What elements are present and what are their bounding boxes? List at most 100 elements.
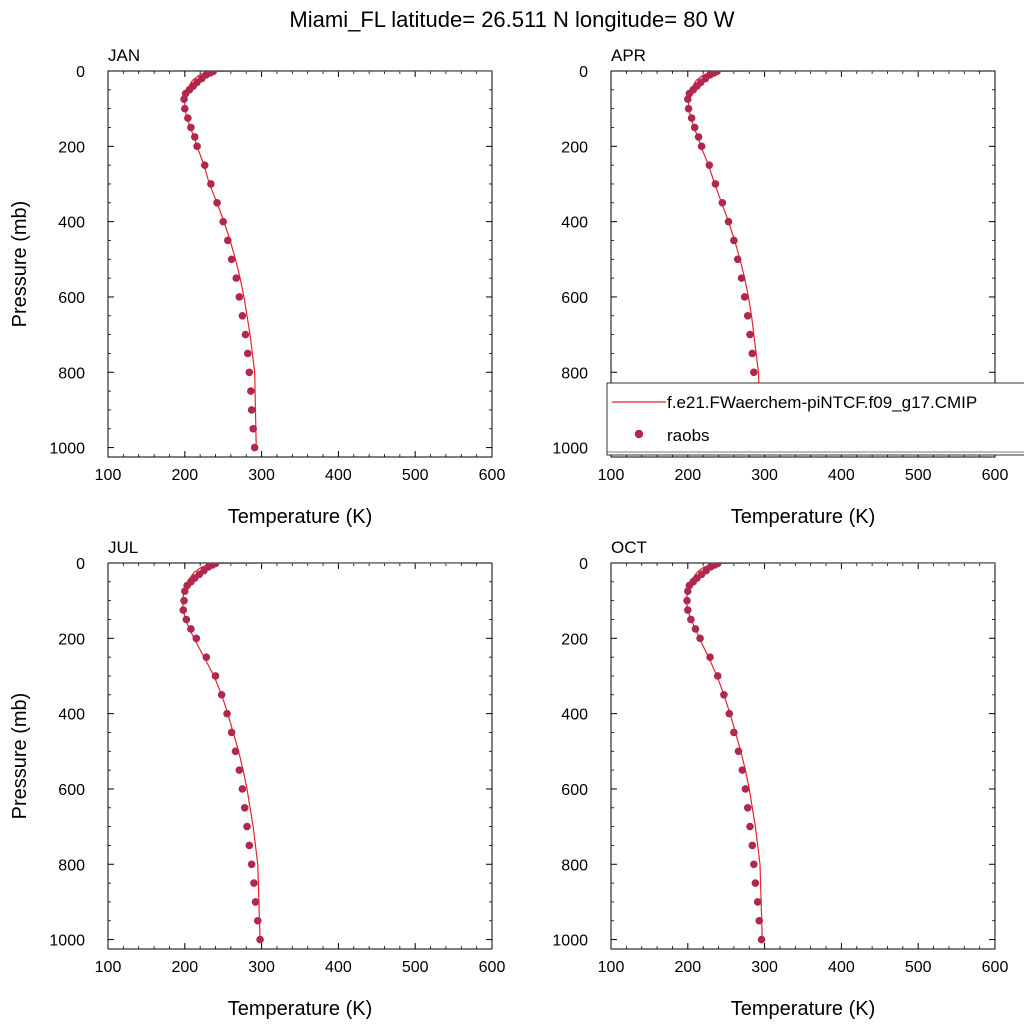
panel-apr-raobs-point bbox=[718, 199, 727, 207]
panel-oct-raobs-point bbox=[746, 822, 754, 831]
panel-oct-x-tick-label: 600 bbox=[982, 959, 1009, 976]
panel-jul-raobs-point bbox=[223, 709, 231, 718]
panel-apr-x-tick-label: 400 bbox=[828, 467, 855, 484]
panel-jan-raobs-point bbox=[224, 236, 232, 245]
panel-apr-raobs-point bbox=[684, 95, 692, 104]
legend-box bbox=[606, 382, 1024, 456]
panel-jul-title: JUL bbox=[108, 538, 138, 557]
panel-jan-xlabel: Temperature (K) bbox=[228, 506, 373, 528]
panel-oct-raobs-point bbox=[687, 615, 695, 624]
panel-jan-raobs-point bbox=[247, 406, 256, 414]
panel-oct-raobs-point bbox=[696, 634, 704, 643]
panel-jul-raobs-point bbox=[243, 822, 251, 831]
panel-apr-x-tick-label: 300 bbox=[751, 467, 778, 484]
panel-oct-raobs-point bbox=[684, 587, 692, 596]
panel-jan-raobs-point bbox=[180, 95, 188, 104]
panel-jan-y-tick-label: 800 bbox=[58, 365, 85, 382]
panel-jul-raobs-point bbox=[179, 606, 188, 614]
panel-apr-x-tick-label: 500 bbox=[905, 467, 932, 484]
panel-jan-raobs-point bbox=[187, 123, 195, 132]
panel-oct-plot-area bbox=[683, 563, 995, 944]
panel-jul-x-tick-label: 300 bbox=[248, 959, 275, 976]
panel-jan-raobs-point bbox=[193, 142, 201, 151]
panel-jul-raobs-point bbox=[247, 860, 256, 869]
panel-oct-title: OCT bbox=[611, 538, 647, 557]
panel-apr-raobs-point bbox=[748, 349, 757, 358]
legend-obs-label: raobs bbox=[667, 426, 710, 445]
panel-oct-x-tick-label: 500 bbox=[905, 959, 932, 976]
panel-oct-x-tick-label: 200 bbox=[674, 959, 701, 976]
panel-jul-raobs-point bbox=[187, 625, 195, 633]
panel-jul-ylabel: Pressure (mb) bbox=[9, 693, 31, 820]
panel-apr-raobs-point bbox=[730, 236, 738, 245]
panel-jul-raobs-point bbox=[192, 634, 201, 643]
panel-jan-raobs-point bbox=[190, 133, 199, 141]
panel-oct-y-tick-label: 600 bbox=[561, 782, 588, 799]
panel-apr-x-tick-label: 100 bbox=[598, 467, 625, 484]
panel-oct-raobs-point bbox=[691, 625, 700, 633]
panel-jul-y-tick-label: 200 bbox=[58, 631, 85, 648]
panel-apr-y-tick-label: 600 bbox=[561, 290, 588, 307]
panel-jan-raobs-point bbox=[250, 443, 259, 452]
panel-jan-y-tick-label: 1000 bbox=[49, 441, 85, 458]
panel-jul-y-tick-label: 400 bbox=[58, 707, 85, 724]
panel-apr-title: APR bbox=[611, 46, 646, 65]
panel-jul: JUL 100 200 300 400 500 600 0 200 400 600 800 1000 Te… bbox=[9, 538, 505, 1020]
panel-jan-x-tick-label: 200 bbox=[171, 467, 198, 484]
panel-jan-raobs-point bbox=[243, 349, 252, 358]
panel-apr-raobs-point bbox=[746, 330, 754, 339]
panel-apr-xlabel: Temperature (K) bbox=[731, 506, 876, 528]
panel-oct-xlabel: Temperature (K) bbox=[731, 998, 876, 1020]
panel-apr-x-tick-label: 600 bbox=[982, 467, 1009, 484]
panel-oct-raobs-point bbox=[748, 841, 757, 850]
panel-jan-x-tick-label: 300 bbox=[248, 467, 275, 484]
panel-jul-model-line bbox=[181, 563, 462, 940]
panel-oct-x-tick-label: 300 bbox=[751, 959, 778, 976]
panel-oct-frame bbox=[610, 562, 996, 950]
panel-oct-raobs-point bbox=[683, 596, 691, 605]
panel-apr: APR 100 200 300 400 500 600 0 200 400 600 800 1000 Te… bbox=[552, 46, 1008, 528]
panel-apr-raobs-point bbox=[697, 142, 706, 151]
panel-jan-frame bbox=[107, 70, 493, 458]
panel-oct-raobs-point bbox=[730, 728, 738, 737]
panel-jul-raobs-point bbox=[245, 841, 254, 850]
panel-jul-plot-area bbox=[179, 563, 462, 944]
panel-jan-y-tick-label: 400 bbox=[58, 215, 85, 232]
panel-jan-raobs-point bbox=[184, 114, 192, 122]
panel-apr-raobs-point bbox=[750, 368, 758, 377]
panel-jul-y-tick-label: 800 bbox=[58, 857, 85, 874]
panel-jan-plot-area bbox=[180, 71, 492, 452]
panel-jan-x-tick-label: 100 bbox=[95, 467, 122, 484]
panel-jul-raobs-point bbox=[211, 672, 220, 680]
panel-oct-raobs-point bbox=[738, 766, 747, 774]
panel-oct-raobs-point bbox=[684, 606, 692, 614]
panel-apr-y-tick-label: 400 bbox=[561, 215, 588, 232]
panel-jan-raobs-point bbox=[232, 274, 241, 282]
panel-jul-x-tick-label: 500 bbox=[402, 959, 429, 976]
panel-apr-raobs-point bbox=[737, 274, 746, 282]
panel-jan-ylabel: Pressure (mb) bbox=[9, 201, 31, 328]
panel-jul-y-tick-label: 600 bbox=[58, 782, 85, 799]
panel-apr-y-tick-label: 1000 bbox=[552, 441, 588, 458]
panel-oct-y-tick-label: 0 bbox=[579, 556, 588, 573]
panel-jan-raobs-point bbox=[238, 311, 247, 320]
panel-jan-raobs-point bbox=[219, 217, 227, 226]
panel-jan-y-tick-label: 200 bbox=[58, 139, 85, 156]
panel-jul-raobs-point bbox=[240, 803, 249, 812]
panel-oct-raobs-point bbox=[725, 709, 734, 718]
panel-apr-raobs-point bbox=[733, 255, 742, 264]
legend-model-label: f.e21.FWaerchem-piNTCF.f09_g17.CMIP bbox=[667, 393, 977, 412]
panel-jan-raobs-point bbox=[227, 255, 236, 264]
panel-oct-x-tick-label: 400 bbox=[828, 959, 855, 976]
panel-oct-model-line bbox=[685, 563, 995, 940]
panel-jul-y-tick-label: 0 bbox=[76, 556, 85, 573]
panel-jul-raobs-point bbox=[253, 916, 262, 925]
panel-jan-x-tick-label: 600 bbox=[479, 467, 506, 484]
panel-oct-raobs-point bbox=[753, 898, 762, 906]
panel-oct-y-tick-label: 1000 bbox=[552, 933, 588, 950]
panel-apr-raobs-point bbox=[690, 123, 699, 132]
panel-jan-y-tick-label: 600 bbox=[58, 290, 85, 307]
panel-jan: JAN 100 200 300 400 500 600 0 200 400 600 800 1000 Te… bbox=[9, 46, 505, 528]
panel-oct: OCT 100 200 300 400 500 600 0 200 400 600 800 1000 Te… bbox=[552, 538, 1008, 1020]
